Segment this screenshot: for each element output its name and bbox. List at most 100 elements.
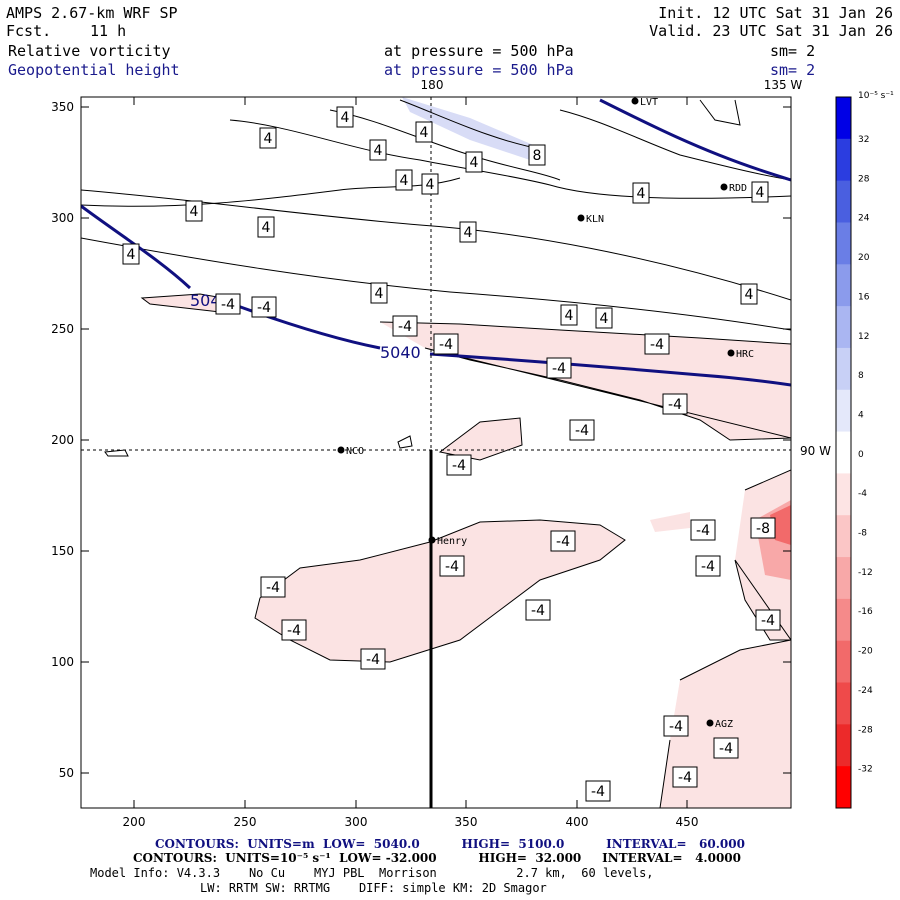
- field1-name: Relative vorticity: [8, 42, 171, 60]
- vorticity-contour-label: -4: [251, 296, 277, 318]
- label-box: [446, 454, 472, 476]
- colorbar-swatch: [836, 138, 851, 182]
- label-box: [459, 221, 477, 243]
- label-box: [755, 609, 781, 631]
- station-marker: [631, 97, 639, 105]
- vorticity-contour-label: 4: [336, 106, 354, 128]
- vorticity-contour-label: 4: [369, 139, 387, 161]
- vorticity-contour-label: -4: [392, 315, 418, 337]
- negative-vorticity-southeast: [660, 640, 791, 808]
- vorticity-contour-label: -4: [663, 715, 689, 737]
- label-box: [360, 648, 386, 670]
- vorticity-contour-line: [81, 177, 461, 207]
- label-text: -4: [668, 397, 682, 413]
- valid-time: Valid. 23 UTC Sat 31 Jan 26: [649, 22, 893, 40]
- y-tick-label: 300: [51, 211, 74, 225]
- colorbar-tick-label: -4: [858, 489, 867, 499]
- colorbar-swatch: [836, 598, 851, 642]
- label-text: -4: [678, 770, 692, 786]
- label-box: [750, 517, 776, 539]
- label-text: 8: [533, 148, 542, 164]
- negative-vorticity-henry: [255, 520, 625, 662]
- label-box: [525, 599, 551, 621]
- label-box: [259, 127, 277, 149]
- label-box: [369, 139, 387, 161]
- vorticity-contour-label: -4: [569, 419, 595, 441]
- vorticity-contour-label: 4: [740, 283, 758, 305]
- vorticity-contour-label: -4: [755, 609, 781, 631]
- height-contour-label: 5040: [380, 343, 421, 362]
- meridian-135w-label: 135 W: [764, 78, 803, 92]
- label-box: [690, 519, 716, 541]
- x-tick-label: 350: [455, 815, 478, 829]
- label-text: 4: [341, 110, 350, 126]
- vorticity-contour-line: [379, 321, 791, 441]
- vorticity-contour-line: [229, 119, 791, 199]
- vorticity-contour-label: -4: [672, 766, 698, 788]
- colorbar-unit: 10⁻⁵ s⁻¹: [858, 91, 894, 101]
- vorticity-contour-label: -4: [525, 599, 551, 621]
- colorbar-tick-label: -8: [858, 529, 867, 539]
- station-nco: NCO: [337, 446, 364, 457]
- negative-vorticity-band: [380, 322, 791, 440]
- label-text: -4: [552, 361, 566, 377]
- vorticity-contour-label: -4: [662, 393, 688, 415]
- vorticity-contour-label: 4: [122, 243, 140, 265]
- colorbar-swatch: [836, 389, 851, 433]
- label-box: [395, 169, 413, 191]
- station-agz: AGZ: [706, 719, 733, 730]
- label-text: 4: [400, 173, 409, 189]
- station-hrc: HRC: [727, 349, 754, 360]
- vorticity-contour-label: -4: [695, 555, 721, 577]
- colorbar-swatch: [836, 222, 851, 265]
- label-box: [439, 555, 465, 577]
- vorticity-contour-label: -8: [750, 517, 776, 539]
- label-text: 4: [600, 311, 609, 327]
- field2-smoothing: sm= 2: [770, 61, 815, 79]
- colorbar-swatch: [836, 473, 851, 516]
- vorticity-contour-label: 4: [395, 169, 413, 191]
- x-tick-label: 400: [566, 815, 589, 829]
- station-name: AGZ: [715, 719, 733, 730]
- station-name: Henry: [437, 536, 467, 547]
- meridian-180-label: 180: [421, 78, 444, 92]
- label-box: [421, 173, 439, 195]
- vorticity-contour-label: 4: [465, 151, 483, 173]
- plot-frame: [80, 96, 792, 809]
- stations: LVT RDD KLN HRC NCO Henry AGZ: [337, 97, 754, 730]
- label-text: -4: [761, 613, 775, 629]
- station-name: LVT: [640, 97, 658, 108]
- label-box: [260, 576, 286, 598]
- label-box: [663, 715, 689, 737]
- station-name: NCO: [346, 446, 364, 457]
- height-contour-line: [599, 98, 791, 182]
- vorticity-contour-label: 4: [370, 282, 388, 304]
- y-tick-label: 350: [51, 100, 74, 114]
- label-box: [560, 304, 578, 326]
- vorticity-contour-line: [81, 237, 791, 331]
- vorticity-contour-line: [699, 99, 741, 126]
- colorbar-frame: [835, 96, 852, 809]
- vorticity-contour-label: 4: [415, 121, 433, 143]
- label-box: [740, 283, 758, 305]
- label-text: 4: [375, 286, 384, 302]
- label-text: 4: [470, 155, 479, 171]
- vorticity-contour-label: 4: [259, 127, 277, 149]
- label-text: -8: [756, 521, 770, 537]
- negative-vorticity-area-west: [142, 294, 235, 312]
- label-box: [433, 333, 459, 355]
- label-box: [122, 243, 140, 265]
- colorbar-swatch: [836, 97, 851, 140]
- y-tick-label: 150: [51, 544, 74, 558]
- label-box: [713, 737, 739, 759]
- vorticity-contour-label: -4: [690, 519, 716, 541]
- vorticity-contour-label: -4: [281, 619, 307, 641]
- station-marker: [706, 719, 714, 727]
- label-box: [336, 106, 354, 128]
- vorticity-contour-line: [659, 639, 791, 808]
- colorbar-swatch: [836, 724, 851, 767]
- label-box: [215, 293, 241, 315]
- label-box: [585, 780, 611, 802]
- vorticity-contour-label: -4: [550, 530, 576, 552]
